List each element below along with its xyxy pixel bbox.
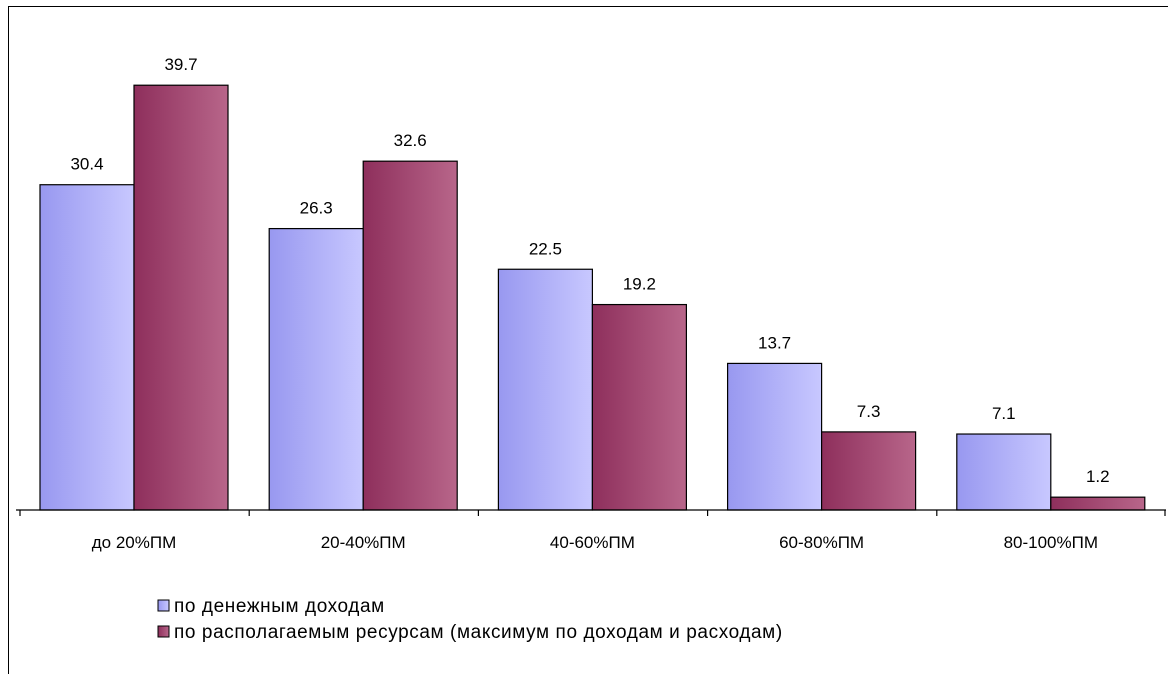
bar-series-1-2 (268, 227, 364, 511)
data-label-series-1-5: 7.1 (992, 404, 1016, 423)
data-label-series-1-2: 26.3 (300, 199, 333, 218)
data-label-series-1-3: 22.5 (529, 239, 562, 258)
legend-label-series-1: по денежным доходам (174, 596, 385, 617)
data-label-series-2-4: 7.3 (857, 402, 881, 421)
data-label-series-2-3: 19.2 (623, 275, 656, 294)
x-tick-label-1: до 20%ПМ (92, 533, 177, 552)
data-label-series-2-2: 32.6 (394, 131, 427, 150)
bars (39, 84, 1146, 511)
bar-series-1-4 (726, 362, 823, 511)
x-axis: до 20%ПМ 20-40%ПМ 40-60%ПМ 60-80%ПМ 80-100%П… (16, 509, 1166, 552)
x-tick-label-4: 60-80%ПМ (779, 533, 864, 552)
legend-label-series-2: по располагаемым ресурсам (максимум по д… (174, 622, 783, 643)
bar-series-2-4 (820, 431, 917, 511)
legend: по денежным доходам по располагаемым ресу… (157, 596, 783, 643)
bar-series-2-1 (133, 84, 229, 511)
data-label-series-2-1: 39.7 (164, 55, 197, 74)
x-tick-label-5: 80-100%ПМ (1004, 533, 1098, 552)
bar-series-1-3 (497, 268, 593, 511)
bar-series-1-5 (956, 433, 1052, 511)
bar-series-2-5 (1050, 496, 1146, 511)
bar-series-1-1 (39, 184, 135, 511)
legend-swatch-series-1 (157, 599, 170, 612)
data-labels: 30.4 39.7 26.3 32.6 22.5 19.2 13.7 7.3 7.1 1.2 (70, 55, 1109, 486)
x-tick-label-2: 20-40%ПМ (321, 533, 406, 552)
data-label-series-2-5: 1.2 (1086, 467, 1110, 486)
legend-swatch-series-2 (157, 625, 170, 638)
bar-series-2-2 (362, 160, 458, 511)
x-tick-label-3: 40-60%ПМ (550, 533, 635, 552)
data-label-series-1-4: 13.7 (758, 333, 791, 352)
chart-frame (8, 6, 1168, 674)
bar-series-2-3 (591, 303, 688, 511)
data-label-series-1-1: 30.4 (70, 155, 103, 174)
